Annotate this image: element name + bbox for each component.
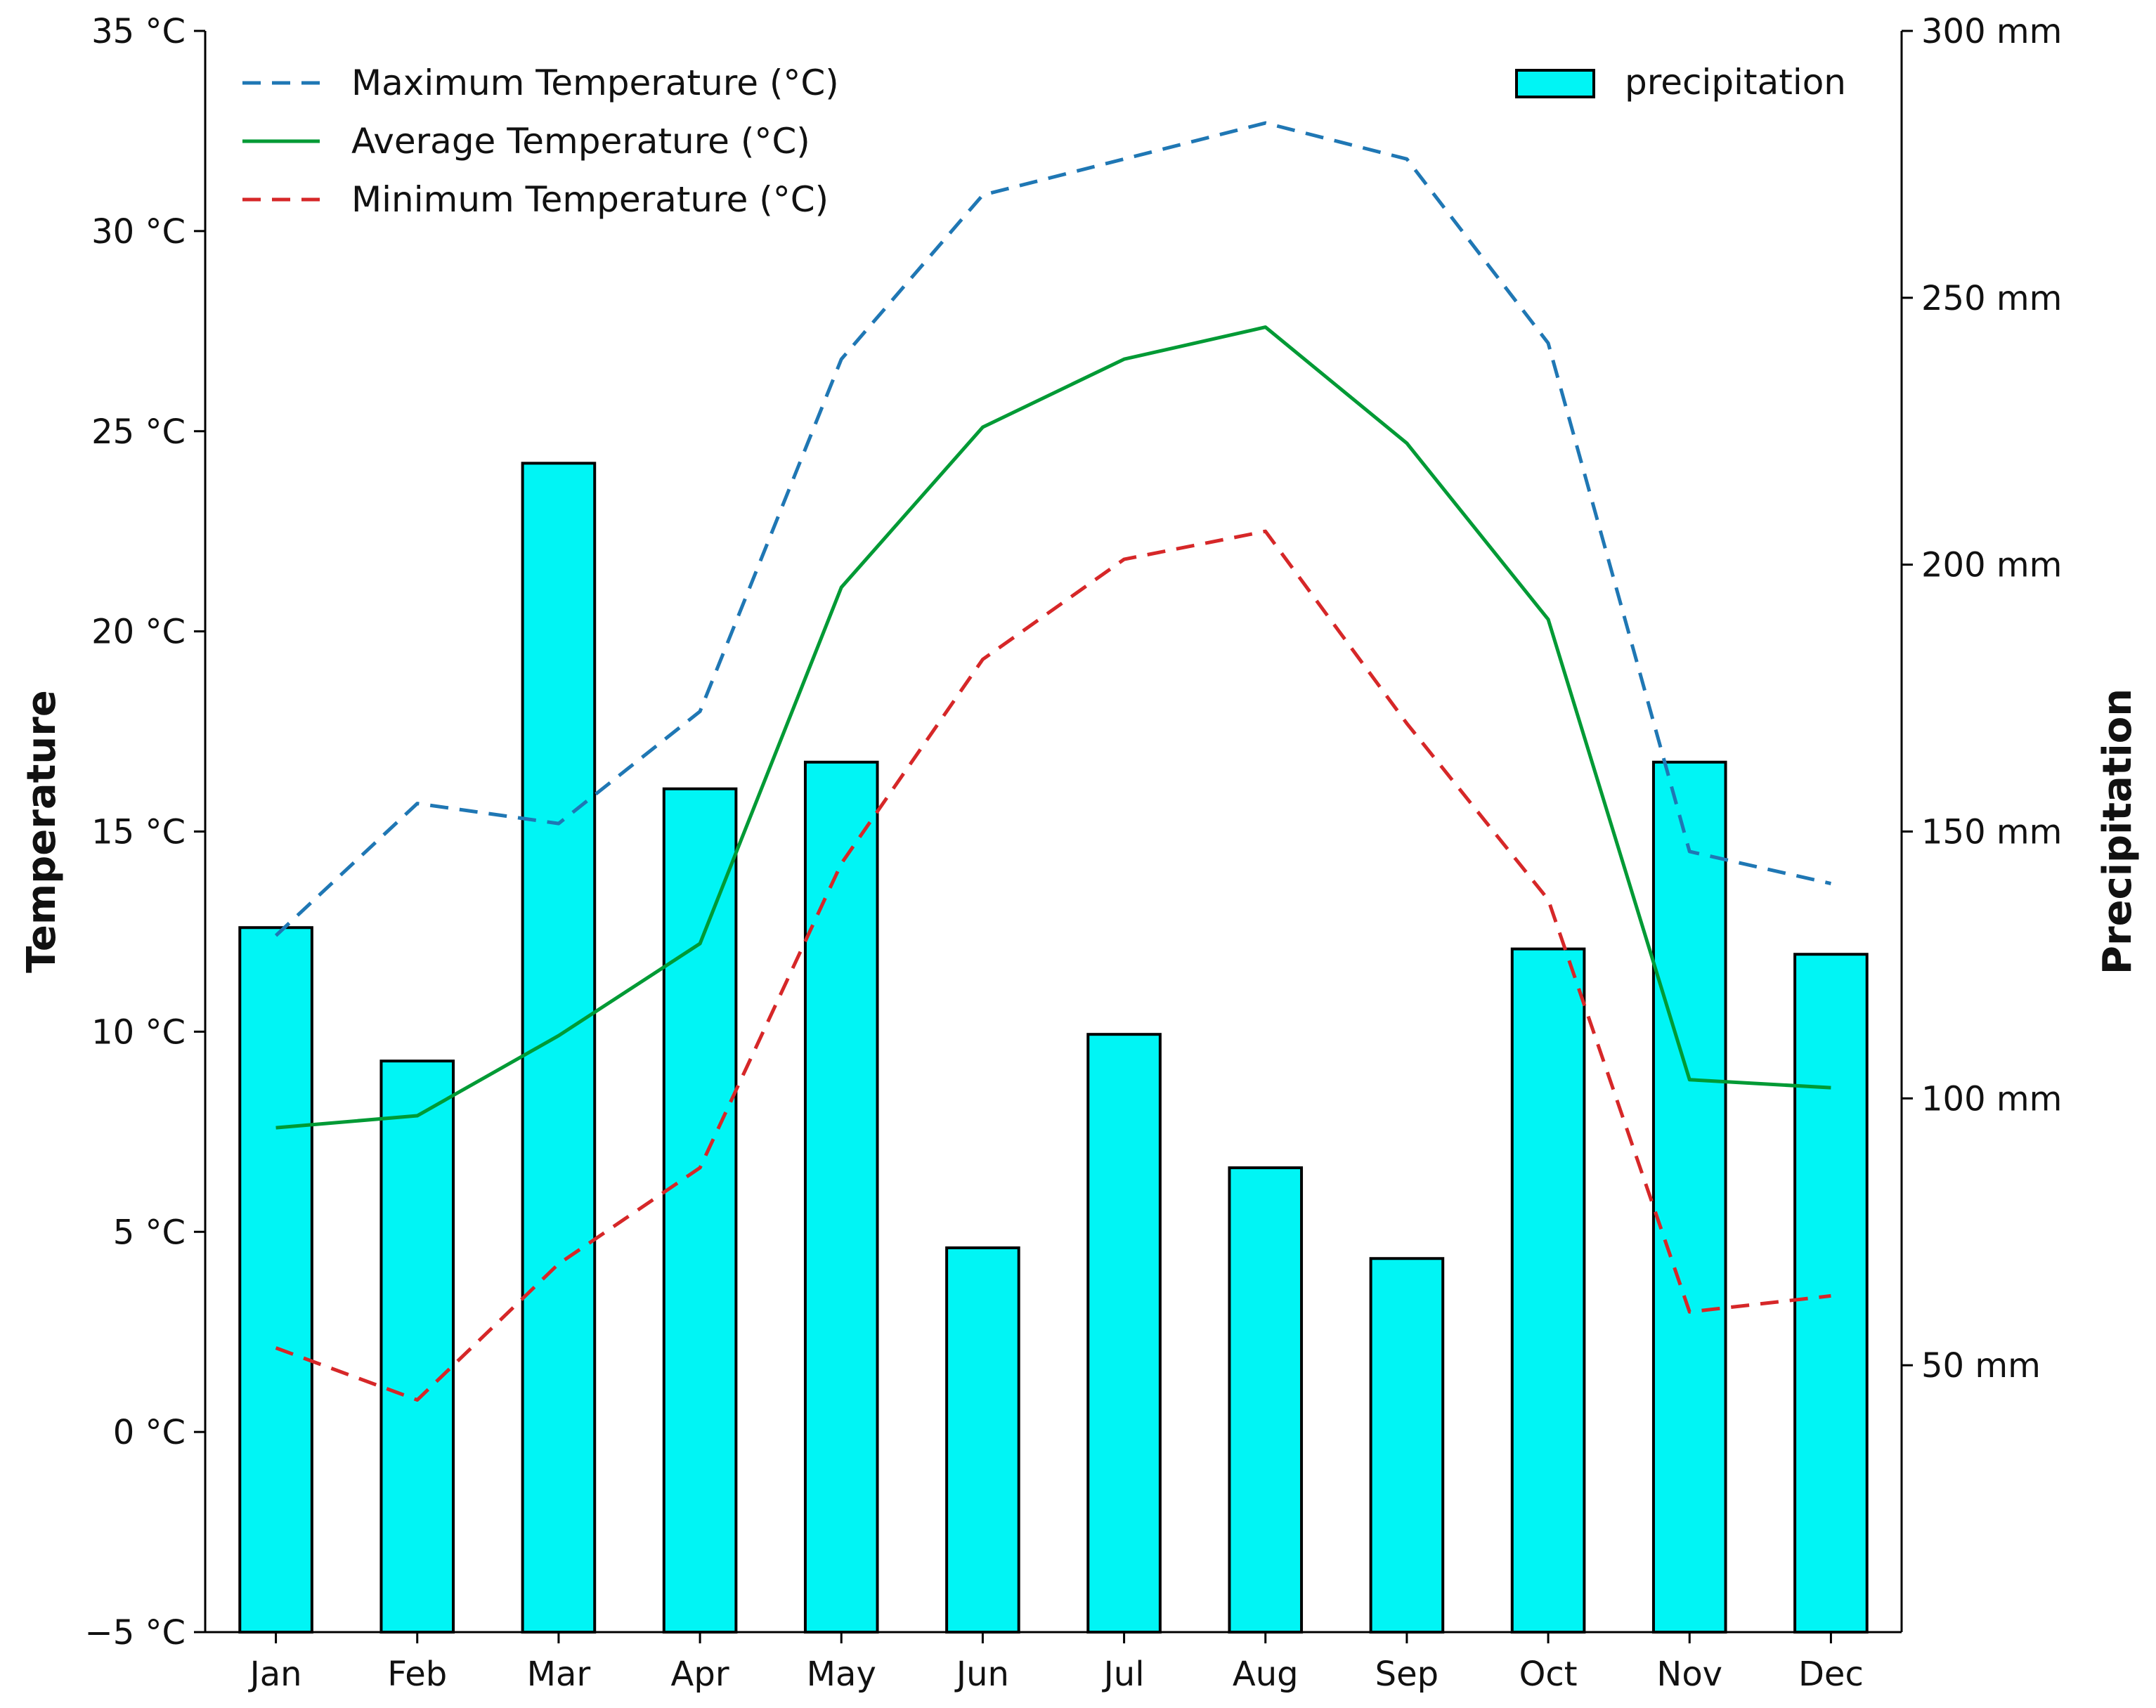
precipitation-bars — [238, 462, 1869, 1634]
legend-min-label: Minimum Temperature (°C) — [351, 179, 829, 220]
precipitation-bar-aug — [1228, 1166, 1304, 1634]
precipitation-bar-dec — [1793, 953, 1869, 1634]
left-axis-tick-label: 20 °C — [91, 613, 186, 652]
precipitation-bar-jun — [945, 1246, 1020, 1634]
left-axis-tick-label: 10 °C — [91, 1012, 186, 1052]
precipitation-bar-apr — [662, 787, 738, 1634]
precipitation-bar-feb — [379, 1060, 455, 1634]
legend-precipitation-swatch — [1515, 69, 1595, 98]
axes: −5 °C 0 °C 5 °C 10 °C 15 °C 20 °C 25 °C 30 °C 35… — [19, 12, 2141, 1694]
left-axis-tick-label: −5 °C — [84, 1613, 186, 1652]
x-axis-tick-label-apr: Apr — [671, 1655, 729, 1694]
x-axis-tick-label-jun: Jun — [954, 1655, 1009, 1694]
x-axis-tick-label-nov: Nov — [1656, 1655, 1722, 1694]
left-axis-tick-label: 30 °C — [91, 212, 186, 252]
avg-temperature-line — [275, 325, 1831, 1130]
precipitation-bar-jan — [238, 926, 313, 1634]
legend: Maximum Temperature (°C) Average Temperat… — [242, 62, 1846, 220]
right-axis-tick-label: 250 mm — [1921, 279, 2062, 318]
legend-precipitation-label: precipitation — [1625, 62, 1846, 103]
x-axis-tick-label-aug: Aug — [1233, 1655, 1299, 1694]
legend-max-label: Maximum Temperature (°C) — [351, 63, 839, 103]
precipitation-bar-mar — [521, 462, 597, 1634]
right-axis-tick-label: 300 mm — [1921, 12, 2062, 51]
right-axis-title: Precipitation — [2095, 689, 2141, 974]
legend-avg-label: Average Temperature (°C) — [351, 121, 810, 162]
precipitation-bar-nov — [1651, 760, 1727, 1634]
x-axis-tick-label-jan: Jan — [248, 1655, 302, 1694]
x-axis-tick-label-feb: Feb — [387, 1655, 447, 1694]
x-axis-tick-label-sep: Sep — [1375, 1655, 1439, 1694]
left-axis-tick-label: 0 °C — [113, 1413, 186, 1452]
x-axis-tick-label-may: May — [807, 1655, 876, 1694]
precipitation-bar-sep — [1369, 1257, 1445, 1634]
max-temperature-line — [274, 121, 1831, 937]
precipitation-bar-oct — [1510, 947, 1586, 1634]
min-temperature-line — [275, 529, 1831, 1402]
right-axis-tick-label: 100 mm — [1921, 1079, 2062, 1119]
precipitation-bar-jul — [1086, 1033, 1162, 1634]
right-axis-tick-label: 150 mm — [1921, 813, 2062, 852]
left-axis-tick-label: 25 °C — [91, 412, 186, 452]
right-axis-tick-label: 200 mm — [1921, 546, 2062, 585]
x-axis-tick-label-oct: Oct — [1519, 1655, 1578, 1694]
left-axis-tick-label: 15 °C — [91, 813, 186, 852]
left-axis-tick-label: 35 °C — [91, 12, 186, 51]
x-axis-tick-label-mar: Mar — [527, 1655, 591, 1694]
precipitation-bar-may — [803, 760, 879, 1634]
x-axis-tick-label-jul: Jul — [1102, 1655, 1145, 1694]
x-axis-tick-label-dec: Dec — [1798, 1655, 1864, 1694]
right-axis-tick-label: 50 mm — [1921, 1346, 2041, 1386]
left-axis-title: Temperature — [19, 690, 65, 973]
left-axis-tick-label: 5 °C — [113, 1213, 186, 1252]
temperature-lines — [274, 121, 1831, 1402]
